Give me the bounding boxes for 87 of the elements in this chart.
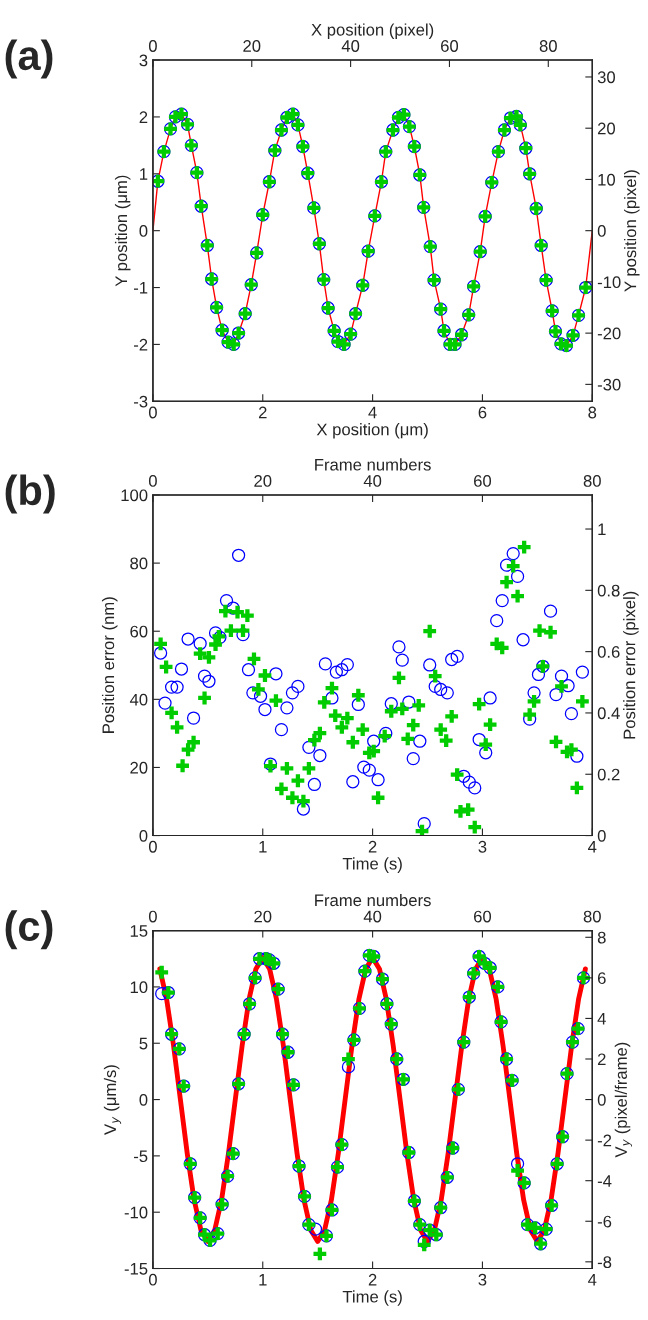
x2-tick-label: 80 xyxy=(583,475,601,487)
x2-tick-label: 20 xyxy=(254,475,272,487)
y-axis-title: V$_{y}$ (μm/s) xyxy=(103,1065,122,1135)
y-tick-label: 60 xyxy=(130,625,148,638)
y2-tick-label: 8 xyxy=(597,931,606,944)
y2-tick-label: 0 xyxy=(597,829,606,842)
y-tick-label: -2 xyxy=(133,338,148,351)
x-axis-title: Time (s) xyxy=(342,1290,402,1306)
x2-axis-title: Frame numbers xyxy=(315,893,431,907)
x2-tick-label: 60 xyxy=(474,910,492,923)
y2-tick-label: -10 xyxy=(597,276,621,289)
y-tick-label: 5 xyxy=(139,1037,148,1050)
x2-tick-label: 0 xyxy=(148,40,157,52)
y-axis-title: Position error (nm) xyxy=(101,597,118,733)
y-tick-label: 40 xyxy=(129,693,148,706)
y-tick-label: -10 xyxy=(124,1206,148,1219)
y2-tick-label: -6 xyxy=(597,1215,612,1228)
y2-tick-label: 0.2 xyxy=(597,768,620,781)
y-tick-label: 0 xyxy=(139,225,148,237)
y2-axis-title: Y position (pixel) xyxy=(624,170,640,292)
y2-tick-label: -30 xyxy=(597,378,621,391)
y2-tick-label: 20 xyxy=(597,122,616,135)
x-tick-label: 0 xyxy=(148,406,157,419)
x-tick-label: 3 xyxy=(478,1273,487,1286)
x2-tick-label: 80 xyxy=(539,40,557,52)
x2-axis-title: Frame numbers xyxy=(315,458,431,471)
x-tick-label: 4 xyxy=(368,406,377,419)
y2-tick-label: 0 xyxy=(597,1093,606,1106)
x-tick-label: 1 xyxy=(259,841,267,853)
x-tick-label: 6 xyxy=(478,406,487,419)
y2-tick-label: 6 xyxy=(597,972,606,985)
x2-tick-label: 0 xyxy=(148,475,157,487)
y-tick-label: 3 xyxy=(139,54,148,67)
chart-title: (a) xyxy=(5,39,53,79)
x-tick-label: 0 xyxy=(148,840,157,853)
x2-tick-label: 60 xyxy=(441,40,459,52)
y2-tick-label: 0.6 xyxy=(597,646,620,658)
y-tick-label: 15 xyxy=(130,925,148,937)
x-axis-title: X position (μm) xyxy=(316,423,428,439)
y2-tick-label: 1 xyxy=(598,523,606,536)
x-tick-label: 2 xyxy=(368,840,377,853)
y2-tick-label: 4 xyxy=(597,1013,606,1025)
x2-tick-label: 0 xyxy=(148,910,157,923)
y-tick-label: 2 xyxy=(139,111,148,123)
y2-tick-label: -20 xyxy=(597,327,621,340)
y2-tick-label: 10 xyxy=(598,173,616,186)
x-tick-label: 3 xyxy=(478,840,487,853)
y-tick-label: 20 xyxy=(130,761,148,774)
y-tick-label: 1 xyxy=(140,168,148,180)
y-tick-label: 100 xyxy=(121,489,148,502)
y-tick-label: -15 xyxy=(124,1263,148,1275)
x-tick-label: 4 xyxy=(588,841,597,853)
x2-tick-label: 80 xyxy=(583,910,601,923)
y2-tick-label: 0.8 xyxy=(597,584,620,597)
x2-tick-label: 60 xyxy=(474,475,492,487)
y2-tick-label: 2 xyxy=(597,1053,606,1066)
y2-tick-label: -2 xyxy=(597,1134,612,1147)
y2-tick-label: -4 xyxy=(597,1175,612,1187)
x-tick-label: 2 xyxy=(258,406,267,419)
x-tick-label: 2 xyxy=(368,1273,377,1286)
y-axis-title: Y position (μm) xyxy=(114,175,131,287)
chart-title: (c) xyxy=(5,910,53,950)
y-tick-label: 0 xyxy=(139,829,148,842)
x2-tick-label: 40 xyxy=(363,475,382,487)
x2-tick-label: 20 xyxy=(254,910,272,923)
y-tick-label: 10 xyxy=(130,981,148,994)
x-tick-label: 0 xyxy=(148,1273,157,1286)
chart-title: (b) xyxy=(5,474,55,514)
x2-tick-label: 40 xyxy=(341,40,360,52)
x2-axis-title: X position (pixel) xyxy=(311,23,434,39)
x-axis-title: Time (s) xyxy=(342,857,402,873)
x-tick-label: 1 xyxy=(259,1273,267,1286)
y2-tick-label: 0.4 xyxy=(597,707,620,720)
x-tick-label: 4 xyxy=(588,1273,597,1286)
y2-axis-title: Position error (pixel) xyxy=(623,591,639,739)
y2-axis-title: V$_{y}$ (pixel/frame) xyxy=(614,1042,632,1158)
y-tick-label: -5 xyxy=(133,1150,148,1163)
x2-tick-label: 40 xyxy=(363,910,382,923)
y-tick-label: -3 xyxy=(133,395,148,408)
y2-tick-label: 30 xyxy=(597,71,616,84)
y-tick-label: 0 xyxy=(139,1093,148,1106)
y2-tick-label: 0 xyxy=(597,225,606,237)
y-tick-label: -1 xyxy=(133,282,148,294)
y2-tick-label: -8 xyxy=(597,1256,612,1269)
x2-tick-label: 20 xyxy=(243,40,261,52)
x-tick-label: 8 xyxy=(588,406,597,419)
y-tick-label: 80 xyxy=(130,557,148,570)
